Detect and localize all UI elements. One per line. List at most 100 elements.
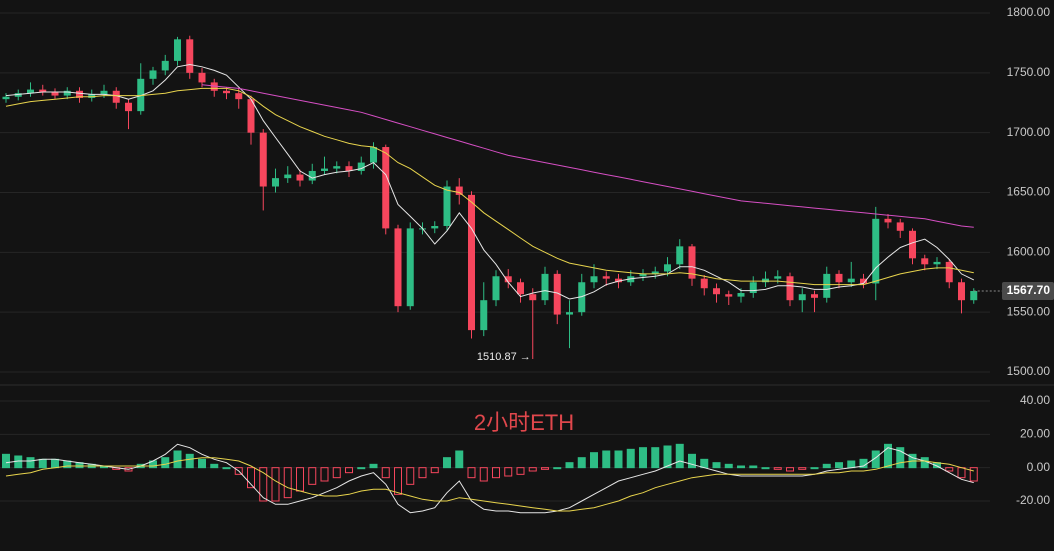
candle-body bbox=[749, 282, 757, 294]
candle-body bbox=[125, 102, 132, 112]
macd-bar bbox=[369, 463, 378, 469]
macd-bar bbox=[296, 467, 304, 492]
last-price-label: 1567.70 bbox=[1007, 283, 1051, 297]
candle-body bbox=[296, 174, 304, 181]
y-tick-label: 20.00 bbox=[1020, 427, 1050, 441]
candle-body bbox=[186, 39, 194, 73]
macd-bar bbox=[688, 453, 696, 469]
macd-bar bbox=[455, 450, 464, 469]
macd-bar bbox=[381, 467, 390, 479]
macd-bar bbox=[479, 467, 488, 482]
macd-bar bbox=[957, 467, 966, 479]
candle-body bbox=[835, 273, 843, 283]
candle-body bbox=[651, 271, 659, 274]
macd-bar bbox=[945, 467, 954, 472]
macd-bar bbox=[871, 450, 880, 469]
candle-body bbox=[210, 82, 218, 91]
y-tick-label: 1750.00 bbox=[1007, 65, 1051, 79]
macd-bar bbox=[259, 467, 268, 502]
candle-body bbox=[455, 186, 463, 195]
candle-body bbox=[137, 78, 145, 112]
macd-bar bbox=[712, 462, 721, 469]
candle-body bbox=[174, 39, 181, 61]
candle-body bbox=[713, 288, 720, 295]
macd-bar bbox=[173, 450, 182, 469]
candle-body bbox=[945, 261, 953, 283]
candle-body bbox=[76, 90, 83, 98]
macd-bar bbox=[467, 467, 476, 479]
indicator-line bbox=[5, 457, 974, 512]
candle-body bbox=[517, 282, 524, 295]
candle-body bbox=[394, 228, 402, 307]
indicator-line bbox=[5, 87, 974, 286]
candle-body bbox=[321, 168, 328, 171]
candle-body bbox=[357, 162, 365, 171]
candle-body bbox=[308, 170, 316, 181]
candle-body bbox=[725, 294, 733, 297]
watermark-title: 2小时ETH bbox=[474, 410, 574, 435]
macd-bar bbox=[626, 448, 635, 469]
candle-body bbox=[63, 90, 71, 96]
candle-body bbox=[14, 93, 22, 97]
candle-body bbox=[333, 166, 341, 169]
candle-body bbox=[798, 294, 806, 301]
candle-body bbox=[896, 222, 904, 231]
candle-body bbox=[627, 276, 635, 283]
macd-bar bbox=[394, 467, 402, 495]
y-tick-label: 40.00 bbox=[1020, 393, 1050, 407]
candle-body bbox=[480, 300, 488, 331]
candle-body bbox=[847, 278, 855, 283]
macd-bar bbox=[308, 467, 317, 485]
candle-body bbox=[443, 186, 451, 227]
candle-body bbox=[553, 273, 561, 315]
macd-bar bbox=[822, 463, 831, 469]
macd-bar bbox=[51, 458, 59, 469]
macd-bar bbox=[210, 463, 219, 469]
macd-bar bbox=[810, 467, 819, 470]
candle-body bbox=[615, 278, 622, 283]
candle-body bbox=[149, 70, 157, 79]
macd-bar bbox=[553, 467, 562, 470]
macd-bar bbox=[773, 467, 782, 470]
macd-bar bbox=[320, 467, 329, 482]
candle-body bbox=[933, 261, 941, 265]
candle-body bbox=[639, 273, 647, 277]
candle-body bbox=[39, 89, 47, 92]
candle-body bbox=[406, 228, 414, 307]
macd-bar bbox=[443, 457, 451, 469]
candle-body bbox=[345, 166, 353, 171]
macd-bar bbox=[786, 467, 794, 472]
candle-body bbox=[247, 99, 255, 133]
macd-bar bbox=[345, 467, 353, 474]
macd-bar bbox=[651, 447, 660, 469]
candle-body bbox=[786, 276, 794, 301]
macd-bar bbox=[847, 460, 856, 469]
macd-bar bbox=[504, 467, 513, 477]
macd-bar bbox=[38, 458, 47, 469]
candle-body bbox=[884, 218, 892, 223]
macd-bar bbox=[26, 457, 35, 469]
candle-body bbox=[700, 278, 708, 289]
macd-bar bbox=[639, 447, 647, 469]
macd-bar bbox=[565, 462, 574, 469]
candle-body bbox=[566, 312, 573, 315]
macd-bar bbox=[663, 445, 672, 469]
candle-body bbox=[431, 226, 439, 229]
macd-bar bbox=[896, 447, 905, 469]
macd-bar bbox=[271, 467, 280, 502]
candle-body bbox=[468, 194, 475, 331]
macd-bar bbox=[247, 467, 255, 489]
macd-bar bbox=[700, 458, 709, 469]
macd-bar bbox=[737, 465, 745, 469]
macd-bar bbox=[577, 457, 586, 469]
candle-body bbox=[88, 94, 96, 98]
macd-bar bbox=[761, 467, 770, 470]
macd-bar bbox=[798, 467, 807, 470]
candle-body bbox=[590, 276, 598, 283]
macd-bar bbox=[590, 452, 598, 469]
y-tick-label: 1600.00 bbox=[1007, 245, 1051, 259]
macd-bar bbox=[430, 467, 439, 474]
macd-bar bbox=[602, 450, 611, 469]
macd-bar bbox=[2, 453, 10, 469]
